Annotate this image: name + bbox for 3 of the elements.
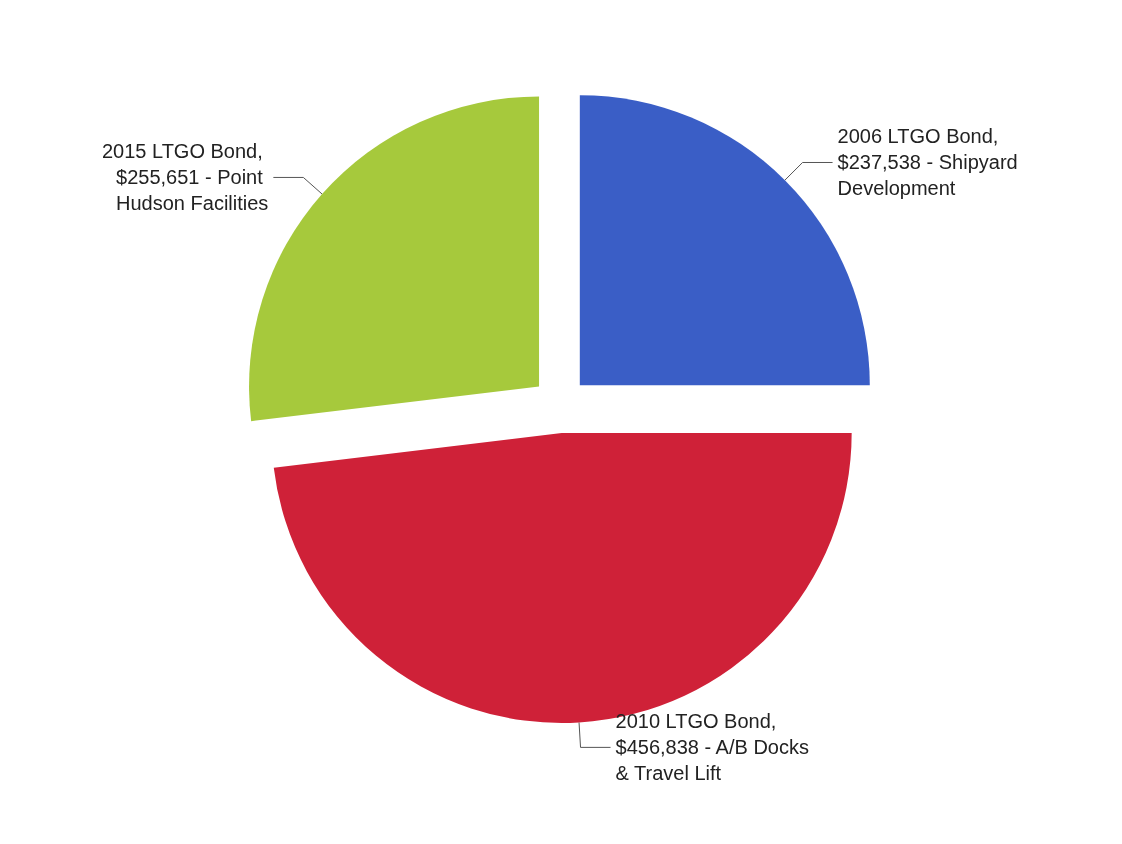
slice-label: 2006 LTGO Bond, $237,538 - Shipyard Development xyxy=(837,125,1024,200)
slice-label: 2010 LTGO Bond, $456,838 - A/B Docks & Travel Lift xyxy=(615,710,815,785)
slice-label: 2015 LTGO Bond, $255,651 - Point Hudson Facilities xyxy=(101,140,269,215)
